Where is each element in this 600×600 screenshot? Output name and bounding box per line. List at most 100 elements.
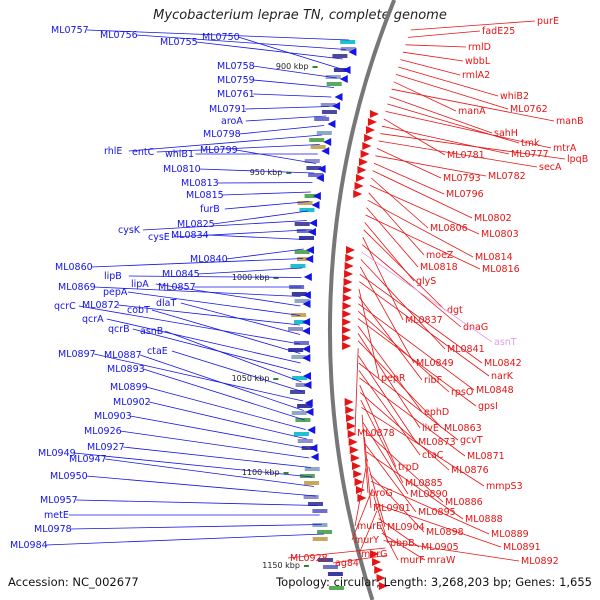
minus-strand-gene — [303, 381, 312, 389]
gene-feature — [312, 509, 328, 513]
label-leader — [361, 414, 369, 494]
label-leader — [378, 518, 420, 548]
label-leader — [395, 74, 509, 110]
gene-label: qcrB — [108, 324, 130, 335]
gene-label: ML0818 — [420, 262, 458, 273]
gene-label: ML0757 — [51, 25, 89, 36]
minus-strand-gene — [305, 408, 314, 416]
label-leader — [238, 36, 340, 69]
gene-label: ML0898 — [426, 527, 464, 538]
plus-strand-gene — [354, 478, 364, 486]
label-leader — [239, 125, 325, 135]
label-leader — [368, 466, 386, 528]
plus-strand-gene — [342, 302, 352, 310]
label-leader — [180, 302, 301, 335]
gene-feature — [291, 292, 307, 296]
gene-feature — [297, 201, 313, 205]
gene-feature — [312, 537, 328, 541]
gene-feature — [293, 432, 309, 436]
label-leader — [380, 133, 566, 160]
label-leader — [226, 248, 304, 260]
label-leader — [370, 481, 490, 535]
gene-label: qcrA — [82, 314, 104, 325]
gene-label: ML0750 — [202, 32, 240, 43]
label-leader — [74, 452, 313, 478]
label-leader — [393, 81, 457, 112]
label-leader — [87, 29, 350, 41]
label-leader — [105, 458, 315, 487]
label-leader — [151, 309, 301, 354]
label-leader — [368, 192, 425, 256]
label-leader — [398, 66, 499, 97]
minus-strand-gene — [302, 318, 311, 326]
label-leader — [94, 286, 301, 297]
gene-feature — [294, 320, 310, 324]
plus-strand-gene — [362, 142, 372, 150]
minus-strand-gene — [332, 102, 341, 110]
gene-feature — [320, 103, 336, 107]
label-leader — [370, 177, 429, 229]
label-leader — [46, 533, 324, 546]
label-leader — [365, 214, 481, 270]
gene-feature — [301, 446, 317, 450]
gene-label: asnT — [494, 337, 517, 348]
gene-feature — [299, 236, 315, 240]
plus-strand-gene — [351, 462, 361, 470]
plus-strand-gene — [365, 126, 375, 134]
minus-strand-gene — [315, 174, 324, 182]
scale-tick — [286, 172, 292, 174]
label-leader — [155, 283, 301, 307]
gene-label: asnB — [140, 326, 163, 337]
gene-feature — [304, 467, 320, 471]
label-leader — [359, 377, 466, 457]
label-leader — [198, 267, 303, 275]
label-leader — [373, 162, 445, 195]
gene-label: secA — [539, 162, 562, 173]
plus-strand-gene — [374, 566, 384, 574]
scale-tick — [303, 565, 309, 567]
label-leader — [372, 170, 473, 219]
gene-feature — [304, 194, 320, 198]
gene-label: gpsI — [478, 401, 498, 412]
label-leader — [361, 251, 493, 343]
label-leader — [410, 20, 536, 31]
minus-strand-gene — [321, 147, 330, 155]
gene-label: ML0863 — [444, 423, 482, 434]
gene-label: glyS — [416, 276, 436, 287]
gene-label: manA — [458, 106, 486, 117]
label-leader — [405, 44, 467, 48]
label-leader — [156, 144, 320, 153]
label-leader — [196, 41, 343, 60]
label-leader — [359, 273, 483, 364]
label-leader — [118, 304, 301, 326]
gene-feature — [304, 481, 320, 485]
gene-feature — [312, 523, 328, 527]
minus-strand-gene — [302, 291, 311, 299]
gene-label: ML0950 — [50, 471, 88, 482]
gene-label: ML0860 — [55, 262, 93, 273]
gene-label: ML0799 — [200, 145, 238, 156]
gene-feature — [309, 138, 325, 142]
label-leader — [359, 266, 415, 364]
label-leader — [358, 303, 475, 391]
gene-label: sahH — [494, 128, 518, 139]
label-leader — [106, 318, 301, 364]
plus-strand-gene — [343, 286, 353, 294]
gene-label: ephD — [424, 407, 449, 418]
genome-summary: Topology: circular; Length: 3,268,203 bp… — [276, 575, 592, 589]
gene-label: ML0793 — [443, 173, 481, 184]
gene-feature — [322, 565, 338, 569]
label-leader — [359, 392, 450, 471]
label-leader — [76, 499, 318, 506]
gene-label: ML0876 — [451, 465, 489, 476]
label-leader — [217, 182, 313, 184]
gene-label: whiB1 — [165, 149, 194, 160]
gene-label: cysE — [148, 232, 170, 243]
gene-label: ML0871 — [467, 451, 505, 462]
gene-label: aroG — [370, 488, 393, 499]
label-leader — [363, 229, 446, 311]
label-leader — [91, 258, 303, 268]
minus-strand-gene — [302, 354, 311, 362]
label-leader — [385, 111, 552, 149]
gene-label: dgt — [447, 305, 463, 316]
